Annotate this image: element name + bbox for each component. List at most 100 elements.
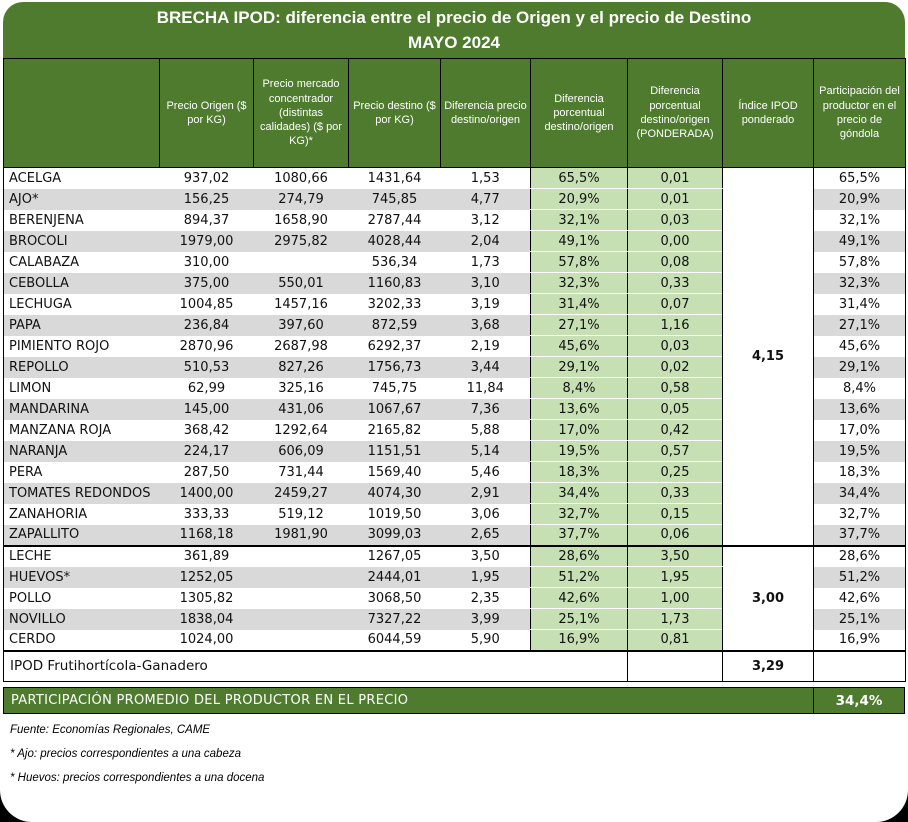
cell-precio-origen: 1168,18 — [159, 524, 254, 546]
cell-dif-ponderada: 3,50 — [627, 544, 723, 567]
table-row: CALABAZA 310,00 536,34 1,73 57,8% 0,08 57,8% — [4, 251, 906, 273]
ipod-table: Precio Origen ($ por KG) Precio mercado … — [3, 58, 906, 682]
cell-dif-precio: 2,91 — [440, 482, 531, 504]
cell-precio-mercado: 731,44 — [278, 464, 324, 480]
cell-participacion: 17,0% — [813, 419, 906, 441]
cell-dif-porcentual: 57,8% — [530, 251, 628, 273]
cell-precio-origen: 62,99 — [187, 380, 226, 396]
table-row: POLLO 1305,82 3068,50 2,35 42,6% 1,00 42,6% — [4, 587, 906, 609]
cell-dif-ponderada: 0,03 — [627, 335, 723, 357]
footnote-ajo: * Ajo: precios correspondientes a una ca… — [10, 748, 241, 760]
cell-precio-origen: 224,17 — [159, 440, 254, 462]
cell-dif-precio: 3,50 — [440, 544, 531, 567]
cell-dif-precio: 3,44 — [440, 356, 531, 378]
cell-participacion: 34,4% — [813, 482, 906, 504]
cell-participacion: 37,7% — [813, 524, 906, 546]
cell-participacion: 45,6% — [813, 335, 906, 357]
cell-precio-mercado: 1457,16 — [274, 296, 328, 312]
cell-producto: NOVILLO — [3, 608, 160, 630]
cell-precio-mercado: 397,60 — [253, 314, 349, 336]
cell-dif-porcentual: 27,1% — [530, 314, 628, 336]
table-row: LECHUGA 1004,85 1457,16 3202,33 3,19 31,4% 0,0… — [4, 293, 906, 315]
cell-precio-origen: 1400,00 — [159, 482, 254, 504]
cell-participacion: 16,9% — [813, 629, 906, 651]
cell-dif-ponderada: 0,57 — [627, 440, 723, 462]
cell-dif-ponderada: 0,00 — [627, 230, 723, 252]
cell-dif-precio: 1,53 — [470, 170, 500, 186]
cell-producto: HUEVOS* — [3, 566, 160, 588]
cell-precio-mercado: 606,09 — [253, 440, 349, 462]
cell-participacion: 49,1% — [813, 230, 906, 252]
cell-precio-destino: 1756,73 — [348, 356, 441, 378]
cell-dif-porcentual: 17,0% — [530, 419, 628, 441]
table-row: LIMON 62,99 325,16 745,75 11,84 8,4% 0,58 8,4% — [4, 377, 906, 399]
ipod-summary-row: IPOD Frutihortícola-Ganadero 3,29 — [3, 649, 906, 682]
cell-precio-origen: 894,37 — [183, 212, 230, 228]
table-body: ACELGA 937,02 1080,66 1431,64 1,53 65,5% 0,01 4… — [3, 167, 906, 682]
cell-dif-porcentual: 65,5% — [530, 167, 628, 189]
cell-precio-mercado — [254, 588, 349, 609]
footnote-huevos: * Huevos: precios correspondientes a una… — [10, 772, 265, 784]
cell-dif-ponderada: 0,33 — [627, 272, 723, 294]
cell-precio-destino: 6292,37 — [367, 338, 422, 354]
cell-producto: ZANAHORIA — [9, 506, 88, 522]
cell-dif-ponderada: 0,15 — [627, 503, 723, 525]
cell-dif-precio: 3,99 — [440, 608, 531, 630]
cell-participacion: 20,9% — [813, 188, 906, 210]
cell-precio-destino: 1019,50 — [367, 506, 422, 522]
cell-dif-ponderada: 1,95 — [627, 566, 723, 588]
cell-precio-origen: 287,50 — [183, 464, 230, 480]
cell-precio-origen: 1979,00 — [159, 230, 254, 252]
cell-precio-destino: 1267,05 — [348, 544, 441, 567]
cell-precio-origen: 1838,04 — [159, 608, 254, 630]
cell-producto: CALABAZA — [9, 254, 80, 270]
header-indice-ipod: Índice IPOD ponderado — [722, 58, 814, 168]
cell-dif-precio: 3,19 — [470, 296, 500, 312]
cell-dif-ponderada: 0,05 — [627, 398, 723, 420]
table-row: ZAPALLITO 1168,18 1981,90 3099,03 2,65 37,7% 0… — [3, 524, 906, 546]
cell-precio-destino: 1569,40 — [367, 464, 422, 480]
cell-dif-porcentual: 32,7% — [530, 503, 628, 525]
cell-precio-destino: 7327,22 — [348, 608, 441, 630]
cell-dif-ponderada: 1,16 — [627, 314, 723, 336]
header-dif-precio: Diferencia precio destino/origen — [440, 58, 531, 168]
header-dif-porcentual: Diferencia porcentual destino/origen — [530, 58, 628, 168]
table-row: ACELGA 937,02 1080,66 1431,64 1,53 65,5% 0,01 4… — [4, 167, 906, 546]
cell-participacion: 29,1% — [813, 356, 906, 378]
cell-dif-ponderada: 0,03 — [627, 209, 723, 231]
header-producto — [3, 58, 160, 168]
cell-precio-mercado: 2975,82 — [253, 230, 349, 252]
cell-precio-origen: 1252,05 — [159, 566, 254, 588]
cell-producto: AJO* — [3, 188, 160, 210]
cell-producto: CERDO — [9, 632, 56, 647]
cell-precio-origen: 2870,96 — [179, 338, 234, 354]
cell-participacion: 57,8% — [813, 251, 906, 273]
cell-precio-destino: 3068,50 — [367, 590, 422, 606]
cell-precio-mercado: 1080,66 — [274, 170, 328, 186]
cell-precio-mercado: 325,16 — [278, 380, 324, 396]
ipod-summary-ponderada — [627, 649, 723, 682]
table-row: NOVILLO 1838,04 7327,22 3,99 25,1% 1,73 25,1% — [3, 608, 906, 630]
cell-dif-precio: 5,46 — [470, 464, 500, 480]
cell-precio-destino: 1160,83 — [348, 272, 441, 294]
cell-precio-origen: 368,42 — [183, 422, 230, 438]
cell-precio-origen: 510,53 — [159, 356, 254, 378]
cell-precio-mercado: 550,01 — [253, 272, 349, 294]
cell-precio-mercado: 827,26 — [253, 356, 349, 378]
cell-indice-ipod-ponderado: 4,15 — [722, 167, 814, 546]
participacion-promedio-value: 34,4% — [813, 688, 904, 713]
report-title: BRECHA IPOD: diferencia entre el precio … — [156, 7, 752, 27]
table-row: TOMATES REDONDOS 1400,00 2459,27 4074,30 2,9… — [3, 482, 906, 504]
cell-dif-porcentual: 37,7% — [530, 524, 628, 546]
cell-participacion: 32,7% — [813, 503, 906, 525]
cell-precio-origen: 145,00 — [159, 398, 254, 420]
cell-producto: ZAPALLITO — [3, 524, 160, 546]
cell-dif-ponderada: 0,06 — [627, 524, 723, 546]
cell-producto: LECHE — [3, 544, 160, 567]
cell-precio-origen: 937,02 — [183, 170, 230, 186]
cell-precio-destino: 2165,82 — [367, 422, 422, 438]
cell-participacion: 65,5% — [813, 167, 906, 189]
cell-participacion: 32,1% — [813, 209, 906, 231]
table-row: CEBOLLA 375,00 550,01 1160,83 3,10 32,3% 0,33 3… — [3, 272, 906, 294]
cell-precio-origen: 361,89 — [159, 544, 254, 567]
